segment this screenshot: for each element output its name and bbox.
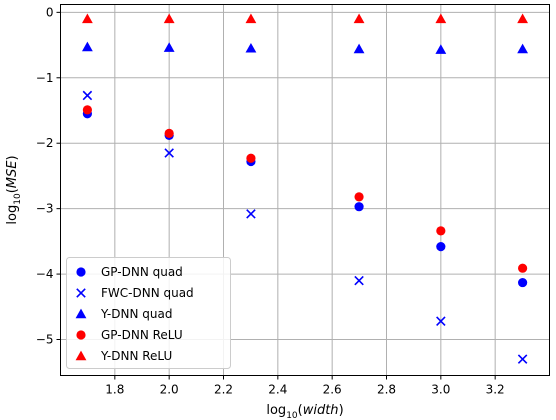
y-tick-label: −4 (36, 267, 54, 281)
fwc-dnn-quad-point (354, 275, 364, 286)
y-dnn-quad-point (245, 42, 257, 53)
x-tick-label: 3.0 (431, 383, 450, 397)
x-axis-label: log10(width) (266, 403, 343, 420)
gp-dnn-relu-point (436, 226, 446, 236)
y-tick-label: −1 (36, 71, 54, 85)
y-dnn-relu-point (435, 13, 447, 24)
legend-marker-fwc-dnn-quad (76, 288, 86, 298)
y-tick-label: 0 (46, 5, 54, 19)
y-tick-label: −2 (36, 136, 54, 150)
x-tick-label: 2.4 (268, 383, 287, 397)
x-tick-label: 2.6 (323, 383, 342, 397)
legend-box (66, 257, 231, 369)
x-tick-label: 2.2 (214, 383, 233, 397)
y-tick-label: −5 (36, 333, 54, 347)
fwc-dnn-quad-point (82, 90, 93, 101)
x-tick-label: 1.8 (105, 383, 124, 397)
legend-label-gp-dnn-relu: GP-DNN ReLU (101, 328, 183, 342)
legend-label-y-dnn-relu: Y-DNN ReLU (100, 349, 172, 363)
y-dnn-quad-point (163, 42, 175, 52)
fwc-dnn-quad-point (164, 148, 174, 158)
fwc-dnn-quad-point (517, 354, 528, 364)
legend-label-fwc-dnn-quad: FWC-DNN quad (101, 286, 194, 300)
y-axis-ticks: 0 −1 −2 −3 −4 −5 (36, 5, 61, 347)
y-dnn-quad-point (353, 43, 365, 54)
legend-label-y-dnn-quad: Y-DNN quad (100, 307, 172, 321)
y-dnn-quad-point (435, 44, 447, 54)
gp-dnn-relu-point (354, 192, 364, 202)
fwc-dnn-quad-point (436, 316, 446, 326)
legend-marker-gp-dnn-relu (76, 330, 86, 340)
gp-dnn-relu-point (518, 263, 528, 273)
y-dnn-quad-point (81, 41, 93, 52)
gp-dnn-quad-point (436, 241, 446, 252)
plot-frame (60, 4, 550, 376)
y-dnn-relu-point (353, 13, 365, 24)
gp-dnn-relu-point (164, 128, 174, 139)
legend-marker-y-dnn-quad (75, 308, 87, 319)
y-tick-label: −3 (36, 202, 54, 216)
y-dnn-relu-point (245, 13, 257, 24)
y-dnn-relu-point (81, 13, 93, 24)
data-points (81, 13, 529, 364)
x-axis-ticks: 1.8 2.0 2.2 2.4 2.6 2.8 3.0 3.2 (105, 375, 505, 397)
legend-marker-gp-dnn-quad (76, 267, 86, 277)
gp-dnn-quad-point (518, 277, 528, 288)
gp-dnn-relu-point (82, 105, 92, 115)
x-tick-label: 3.2 (486, 383, 505, 397)
gp-dnn-quad-point (354, 202, 364, 212)
y-dnn-quad-point (517, 43, 529, 54)
fwc-dnn-quad-point (246, 209, 256, 219)
legend-marker-y-dnn-relu (75, 350, 87, 361)
y-dnn-relu-point (517, 13, 529, 24)
legend-label-gp-dnn-quad: GP-DNN quad (101, 265, 183, 279)
grid (60, 4, 550, 376)
gp-dnn-relu-point (246, 153, 256, 163)
x-tick-label: 2.0 (160, 383, 179, 397)
legend: GP-DNN quad FWC-DNN quad Y-DNN quad GP-DNN … (66, 257, 231, 369)
y-dnn-relu-point (163, 13, 175, 24)
y-axis-label: log10(MSE) (5, 155, 23, 224)
x-tick-label: 2.8 (377, 383, 396, 397)
